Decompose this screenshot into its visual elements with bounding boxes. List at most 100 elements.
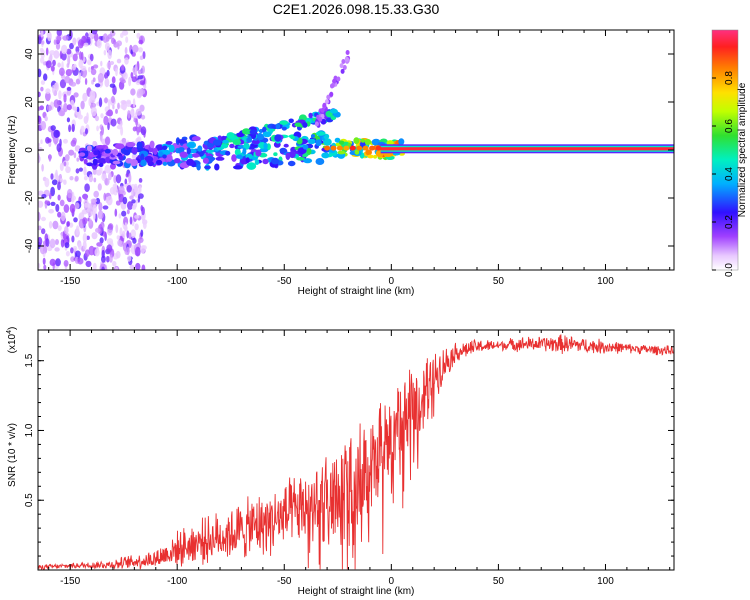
noise-speckle: [90, 198, 98, 203]
spectral-blob: [205, 149, 215, 154]
noise-speckle: [83, 175, 88, 181]
noise-speckle: [68, 149, 75, 156]
spectral-blob: [187, 153, 194, 159]
noise-speckle: [104, 178, 110, 186]
spectral-blob: [299, 114, 307, 122]
spectral-blob: [226, 132, 235, 139]
colorbar-frame: [711, 29, 739, 271]
noise-speckle: [38, 68, 42, 78]
spectral-blob: [235, 154, 243, 159]
noise-speckle: [87, 59, 92, 66]
spectral-blob: [254, 159, 260, 166]
spectral-blob: [249, 129, 257, 135]
noise-speckle: [122, 230, 126, 239]
spectral-blob: [330, 108, 338, 114]
noise-speckle: [127, 201, 133, 210]
noise-speckle: [84, 78, 88, 85]
noise-speckle: [79, 51, 82, 60]
noise-speckle: [84, 183, 90, 192]
noise-speckle: [98, 202, 103, 212]
noise-speckle: [40, 57, 45, 64]
noise-speckle: [103, 49, 107, 56]
colorbar-tick-label: 0.6: [724, 119, 735, 133]
noise-speckle: [134, 214, 140, 219]
noise-speckle: [137, 136, 142, 143]
noise-speckle: [44, 177, 50, 188]
noise-speckle: [140, 245, 146, 254]
spectral-blob: [196, 163, 201, 171]
noise-speckle: [95, 115, 99, 122]
spectral-blob: [364, 138, 372, 146]
spectral-blob: [156, 159, 163, 165]
noise-speckle: [104, 78, 110, 88]
noise-speckle: [80, 125, 85, 133]
noise-speckle: [128, 173, 132, 184]
spectral-blob: [232, 139, 241, 146]
noise-speckle: [102, 33, 108, 43]
noise-speckle: [38, 106, 42, 111]
snr-scale-exponent: 4: [6, 330, 13, 334]
noise-speckle: [94, 248, 100, 257]
noise-speckle: [119, 227, 123, 237]
noise-speckle: [88, 174, 94, 183]
spectral-blob: [222, 139, 229, 144]
noise-speckle: [73, 152, 77, 159]
noise-speckle: [74, 175, 79, 182]
noise-speckle: [54, 82, 58, 90]
noise-speckle: [72, 64, 76, 71]
noise-speckle: [59, 178, 64, 183]
noise-speckle: [130, 72, 134, 79]
noise-speckle: [75, 225, 80, 236]
snr-y-scale: (x104): [6, 327, 18, 354]
carrier-core: [380, 147, 674, 151]
noise-speckle: [60, 44, 68, 55]
x-tick-label: -100: [167, 576, 187, 587]
noise-speckle: [70, 256, 75, 262]
spectral-blob: [344, 56, 349, 62]
snr-x-label: Height of straight line (km): [298, 586, 415, 597]
spectral-blob: [279, 147, 288, 154]
spectral-blob: [308, 112, 313, 119]
noise-speckle: [112, 261, 117, 267]
y-tick-label: 0: [24, 147, 35, 153]
noise-speckle: [45, 60, 52, 69]
x-tick-label: 0: [389, 276, 395, 287]
noise-speckle: [135, 246, 141, 257]
spectral-blob: [173, 158, 181, 164]
spectral-blob: [288, 118, 294, 124]
x-tick-label: 0: [389, 576, 395, 587]
spectral-blob: [131, 147, 138, 155]
x-tick-label: -150: [60, 276, 80, 287]
noise-speckle: [76, 106, 80, 112]
spectral-blob: [273, 152, 278, 157]
carrier-blob: [336, 145, 343, 151]
noise-speckle: [115, 108, 118, 114]
spectral-blob: [262, 126, 267, 133]
noise-speckle: [71, 197, 75, 203]
noise-speckle: [97, 72, 104, 83]
noise-speckle: [72, 53, 78, 62]
noise-speckle: [112, 183, 118, 191]
noise-speckle: [125, 173, 129, 178]
noise-speckle: [64, 75, 71, 84]
noise-speckle: [75, 46, 80, 53]
noise-speckle: [129, 264, 135, 270]
spectral-blob: [178, 147, 185, 152]
noise-speckle: [38, 236, 43, 246]
noise-speckle: [115, 174, 122, 184]
noise-speckle: [107, 34, 113, 40]
noise-speckle: [102, 205, 109, 210]
noise-speckle: [118, 193, 124, 203]
noise-speckle: [132, 237, 137, 244]
noise-speckle: [140, 205, 144, 212]
noise-speckle: [132, 98, 136, 108]
spectral-blob: [262, 158, 269, 165]
noise-speckle: [100, 60, 103, 67]
noise-speckle: [72, 106, 78, 111]
spectral-blob: [255, 149, 262, 157]
noise-speckle: [38, 225, 42, 231]
spectral-blob: [112, 148, 119, 156]
spectral-blob: [165, 154, 173, 162]
noise-speckle: [93, 64, 99, 69]
y-tick-label: 40: [24, 48, 35, 60]
